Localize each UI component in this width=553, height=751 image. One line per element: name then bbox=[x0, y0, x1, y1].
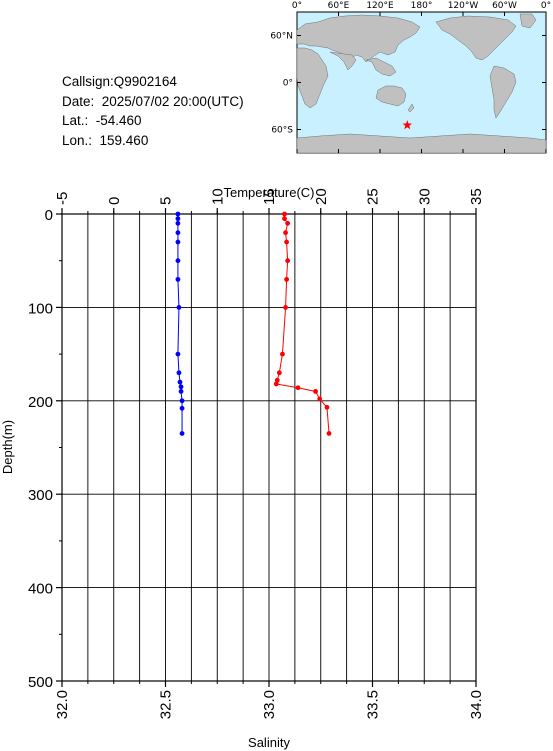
land-north-america bbox=[435, 15, 517, 61]
map-lat-label: 60°S bbox=[271, 126, 293, 136]
map-lat-label: 0° bbox=[283, 79, 293, 89]
land-africa bbox=[296, 47, 329, 109]
land-greenland bbox=[519, 13, 537, 29]
map-lon-label: 60°E bbox=[328, 1, 350, 11]
map-lon-label: 0° bbox=[292, 1, 302, 11]
land-seasia bbox=[365, 57, 397, 77]
lat-text: Lat.: -54.460 bbox=[62, 113, 142, 128]
land-south-america bbox=[489, 65, 517, 119]
map-lon-label: 120°W bbox=[448, 1, 479, 11]
callsign-text: Callsign:Q9902164 bbox=[62, 74, 177, 89]
station-info: Callsign:Q9902164 Date: 2025/07/02 20:00… bbox=[62, 72, 244, 150]
map-lon-label: 120°E bbox=[366, 1, 394, 11]
land-australia bbox=[375, 85, 407, 107]
map-lon-label: 180° bbox=[411, 1, 433, 11]
map-lon-label: 60°W bbox=[492, 1, 517, 11]
station-marker-icon bbox=[402, 120, 413, 130]
map-lat-label: 60°N bbox=[270, 32, 293, 42]
land-eurasia bbox=[296, 14, 421, 63]
land-india bbox=[329, 51, 357, 71]
map-land bbox=[296, 13, 547, 154]
map-lon-label: 0° bbox=[541, 1, 551, 11]
lon-text: Lon.: 159.460 bbox=[62, 132, 149, 148]
land-nz bbox=[407, 103, 415, 113]
date-text: Date: 2025/07/02 20:00(UTC) bbox=[62, 93, 244, 109]
